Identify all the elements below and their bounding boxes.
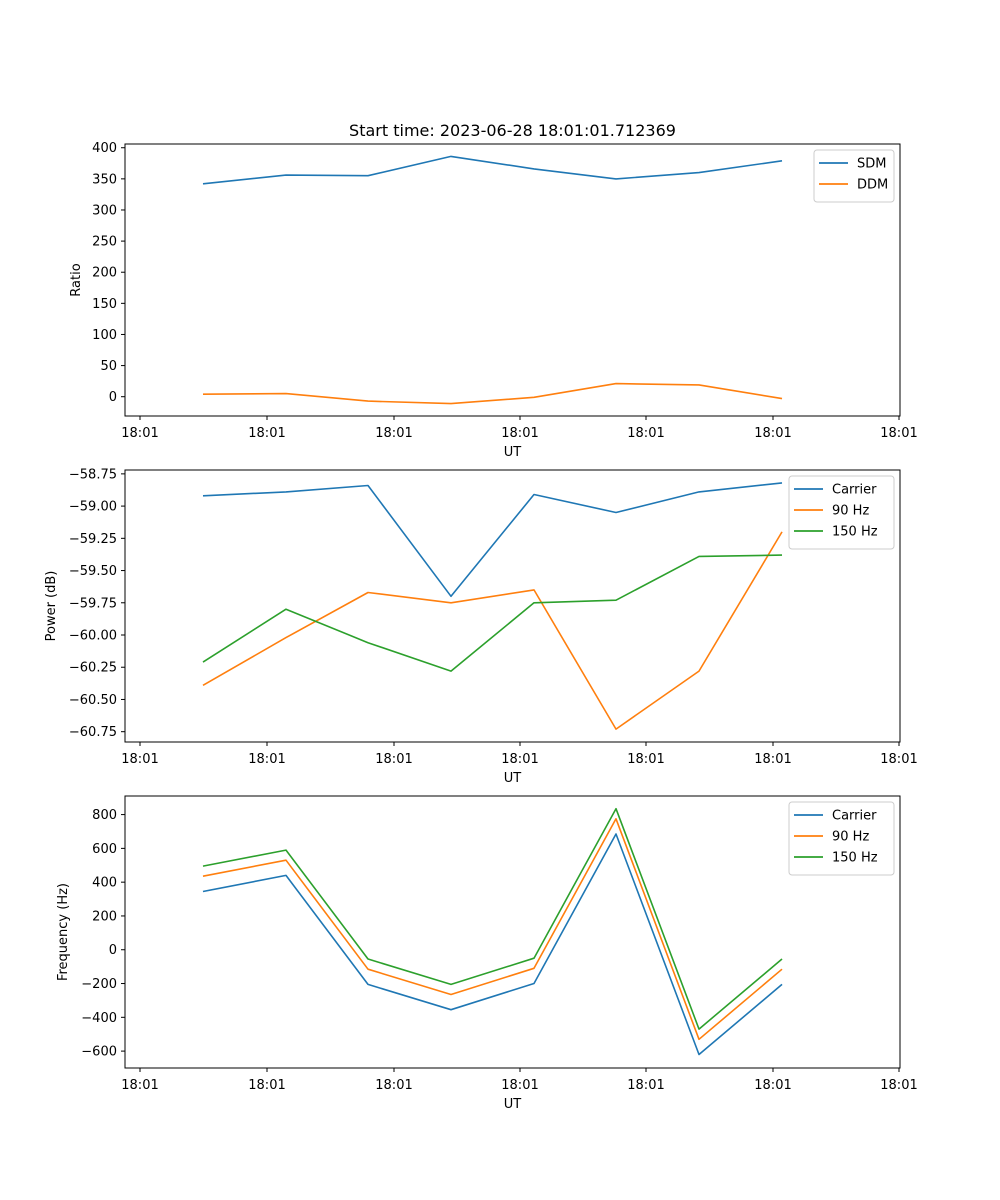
x-tick-label: 18:01 [880,426,917,441]
y-tick-label: −600 [81,1045,117,1060]
y-tick-label: 200 [92,266,117,281]
x-tick-label: 18:01 [248,752,285,767]
chart-panel-3: −600 −400 −200 0 200 400 600 800 18:01 18:01 18:01… [56,795,918,1112]
y-tick-label: −60.50 [69,693,117,708]
y-tick-label: −58.75 [69,467,117,482]
legend-label: SDM [857,157,886,172]
x-axis-label: UT [504,445,522,460]
x-tick-label: 18:01 [248,426,285,441]
y-axis-label: Ratio [69,263,84,296]
legend-label: 150 Hz [832,851,878,866]
x-tick-label: 18:01 [880,1078,917,1093]
y-tick-label: 200 [92,909,117,924]
x-tick-label: 18:01 [375,426,412,441]
y-tick-label: 0 [109,943,117,958]
legend-label: DDM [857,178,888,193]
y-tick-label: −59.50 [69,564,117,579]
x-tick-label: 18:01 [248,1078,285,1093]
y-tick-label: 300 [92,203,117,218]
chart-panel-1: 0 50 100 150 200 250 300 350 400 18:01 18:01 18:01 1… [69,141,918,460]
series-line-90-hz [202,817,783,1041]
y-axis-label: Power (dB) [44,571,59,642]
series-line-ddm [202,382,783,405]
plot-frame [124,143,901,417]
y-tick-label: 400 [92,876,117,891]
x-axis-label: UT [504,771,522,786]
y-tick-label: 800 [92,808,117,823]
x-tick-label: 18:01 [121,752,158,767]
x-tick-label: 18:01 [121,426,158,441]
legend-label: 150 Hz [832,525,878,540]
y-tick-label: 400 [92,141,117,156]
x-tick-label: 18:01 [627,426,664,441]
legend-label: 90 Hz [832,830,869,845]
x-tick-label: 18:01 [880,752,917,767]
x-tick-label: 18:01 [375,1078,412,1093]
x-tick-label: 18:01 [501,1078,538,1093]
y-tick-label: 100 [92,328,117,343]
x-tick-label: 18:01 [121,1078,158,1093]
plot-frame [124,795,901,1069]
legend: Carrier 90 Hz 150 Hz [788,801,895,876]
legend-label: Carrier [832,809,877,824]
x-tick-label: 18:01 [754,1078,791,1093]
y-tick-label: 600 [92,842,117,857]
x-tick-label: 18:01 [627,752,664,767]
legend: SDM DDM [813,149,895,203]
x-tick-label: 18:01 [754,752,791,767]
x-tick-label: 18:01 [754,426,791,441]
y-tick-label: 50 [100,359,117,374]
y-tick-label: 350 [92,172,117,187]
x-tick-label: 18:01 [375,752,412,767]
x-tick-label: 18:01 [501,752,538,767]
series-line-carrier [202,482,783,598]
chart-title: Start time: 2023-06-28 18:01:01.712369 [349,121,676,140]
series-line-sdm [202,155,783,185]
y-tick-label: −59.75 [69,596,117,611]
x-axis-label: UT [504,1097,522,1112]
legend-label: 90 Hz [832,504,869,519]
series-line-90-hz [202,531,783,730]
y-tick-label: −60.25 [69,661,117,676]
y-axis-label: Frequency (Hz) [56,883,71,981]
y-tick-label: −200 [81,977,117,992]
y-tick-label: −60.75 [69,725,117,740]
y-tick-label: −400 [81,1011,117,1026]
y-tick-label: 0 [109,390,117,405]
y-tick-label: −59.25 [69,532,117,547]
legend-label: Carrier [832,483,877,498]
chart-panel-2: −60.75 −60.50 −60.25 −60.00 −59.75 −59.50 −59.… [44,467,918,786]
plot-frame [124,469,901,743]
y-tick-label: 150 [92,297,117,312]
x-tick-label: 18:01 [627,1078,664,1093]
y-tick-label: −60.00 [69,629,117,644]
y-tick-label: 250 [92,235,117,250]
series-line-carrier [202,833,783,1056]
series-line-150-hz [202,554,783,672]
y-tick-label: −59.00 [69,500,117,515]
legend: Carrier 90 Hz 150 Hz [788,475,895,550]
x-tick-label: 18:01 [501,426,538,441]
series-line-150-hz [202,807,783,1030]
